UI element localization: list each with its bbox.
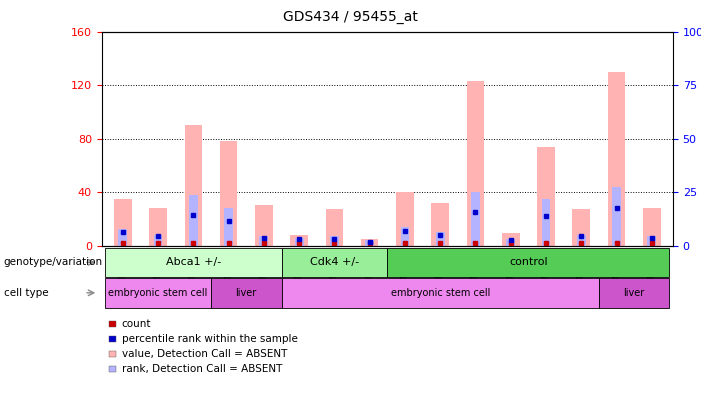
Bar: [648, 236, 656, 246]
Text: cell type: cell type: [4, 288, 48, 298]
Text: Cdk4 +/-: Cdk4 +/-: [310, 257, 359, 267]
Bar: [224, 208, 233, 246]
Text: liver: liver: [624, 288, 645, 298]
Bar: [471, 192, 480, 246]
Bar: [184, 125, 202, 246]
Bar: [608, 72, 625, 246]
Bar: [573, 209, 590, 246]
Bar: [502, 234, 519, 246]
Bar: [506, 239, 515, 246]
Bar: [118, 229, 127, 246]
Bar: [365, 240, 374, 246]
Bar: [330, 236, 339, 246]
Text: embryonic stem cell: embryonic stem cell: [109, 288, 207, 298]
Bar: [220, 141, 238, 246]
Text: percentile rank within the sample: percentile rank within the sample: [122, 333, 297, 344]
Bar: [361, 239, 379, 246]
Bar: [537, 147, 554, 246]
Bar: [149, 208, 167, 246]
Bar: [436, 232, 444, 246]
Bar: [431, 203, 449, 246]
Bar: [259, 236, 268, 246]
Bar: [325, 209, 343, 246]
Bar: [467, 81, 484, 246]
Bar: [396, 192, 414, 246]
Bar: [255, 206, 273, 246]
Bar: [154, 235, 163, 246]
Bar: [114, 199, 132, 246]
Text: rank, Detection Call = ABSENT: rank, Detection Call = ABSENT: [122, 364, 282, 374]
Text: GDS434 / 95455_at: GDS434 / 95455_at: [283, 10, 418, 24]
Text: genotype/variation: genotype/variation: [4, 257, 102, 267]
Bar: [612, 187, 621, 246]
Text: embryonic stem cell: embryonic stem cell: [390, 288, 490, 298]
Bar: [294, 238, 304, 246]
Text: Abca1 +/-: Abca1 +/-: [165, 257, 221, 267]
Text: count: count: [122, 318, 151, 329]
Text: liver: liver: [236, 288, 257, 298]
Text: control: control: [509, 257, 547, 267]
Bar: [189, 195, 198, 246]
Bar: [643, 208, 660, 246]
Bar: [400, 227, 409, 246]
Text: value, Detection Call = ABSENT: value, Detection Call = ABSENT: [122, 348, 287, 359]
Bar: [577, 235, 585, 246]
Bar: [542, 199, 550, 246]
Bar: [290, 235, 308, 246]
